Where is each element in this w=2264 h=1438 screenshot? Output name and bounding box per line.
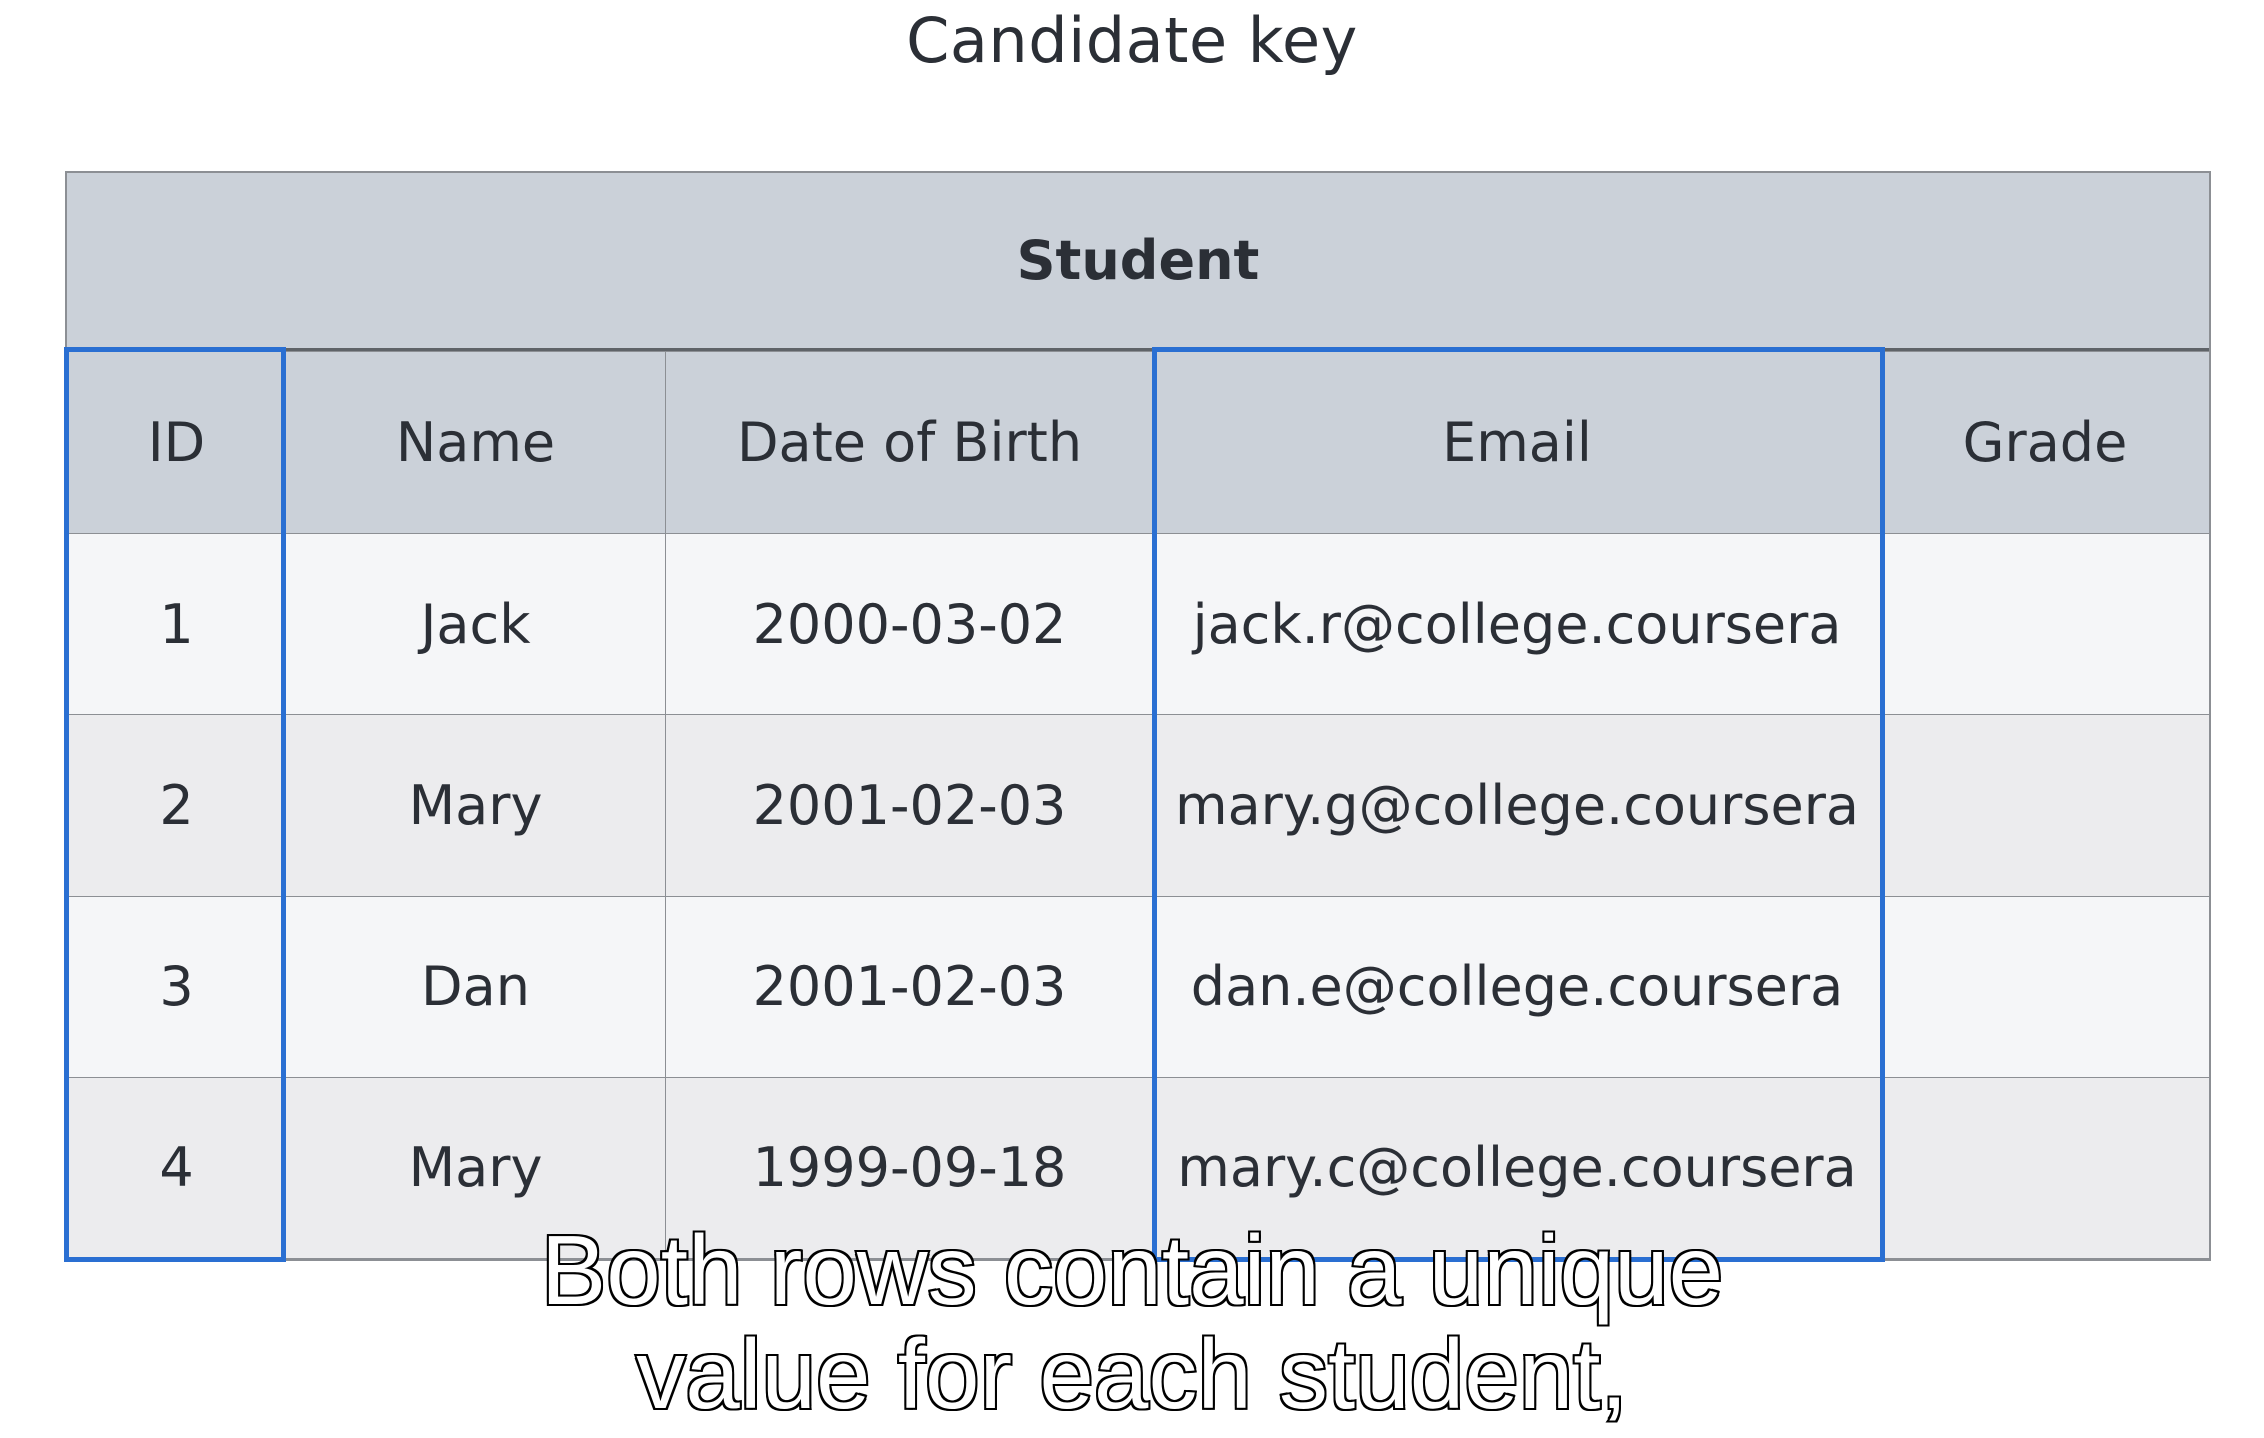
- cell-date-of-birth: 2001-02-03: [665, 895, 1154, 1078]
- cell-date-of-birth: 2000-03-02: [665, 532, 1154, 716]
- cell-id: 4: [67, 1076, 286, 1260]
- cell-name: Jack: [285, 532, 666, 716]
- cell-date-of-birth: 2001-02-03: [665, 714, 1154, 897]
- table-caption: Student: [67, 173, 2209, 351]
- table-row: 2 Mary 2001-02-03 mary.g@college.courser…: [67, 714, 2210, 897]
- subtitle-line-1: Both rows contain a unique: [539, 1215, 1725, 1325]
- header-row: ID Name Date of Birth Email Grade: [67, 351, 2210, 534]
- cell-name: Dan: [285, 895, 666, 1078]
- student-table: Student ID Name Date of Birth Email Grad…: [65, 171, 2211, 1261]
- cell-email: mary.g@college.coursera: [1153, 714, 1881, 897]
- cell-date-of-birth: 1999-09-18: [665, 1076, 1154, 1260]
- cell-id: 1: [67, 532, 286, 716]
- cell-id: 3: [67, 895, 286, 1078]
- cell-email: mary.c@college.coursera: [1153, 1076, 1881, 1260]
- column-header-date-of-birth: Date of Birth: [665, 351, 1154, 534]
- cell-grade: [1880, 1076, 2210, 1260]
- cell-grade: [1880, 532, 2210, 716]
- column-header-grade: Grade: [1880, 351, 2210, 534]
- column-header-id: ID: [67, 351, 286, 534]
- cell-name: Mary: [285, 714, 666, 897]
- table-row: 1 Jack 2000-03-02 jack.r@college.courser…: [67, 532, 2210, 716]
- table-grid: ID Name Date of Birth Email Grade 1 Jack…: [67, 351, 2210, 1260]
- cell-email: jack.r@college.coursera: [1153, 532, 1881, 716]
- cell-id: 2: [67, 714, 286, 897]
- cell-email: dan.e@college.coursera: [1153, 895, 1881, 1078]
- table-row: 3 Dan 2001-02-03 dan.e@college.coursera: [67, 895, 2210, 1078]
- cell-grade: [1880, 895, 2210, 1078]
- cell-grade: [1880, 714, 2210, 897]
- slide-title: Candidate key: [906, 4, 1358, 77]
- subtitle-line-2: value for each student,: [634, 1319, 1630, 1429]
- column-header-name: Name: [285, 351, 666, 534]
- table-row: 4 Mary 1999-09-18 mary.c@college.courser…: [67, 1076, 2210, 1260]
- column-header-email: Email: [1153, 351, 1881, 534]
- cell-name: Mary: [285, 1076, 666, 1260]
